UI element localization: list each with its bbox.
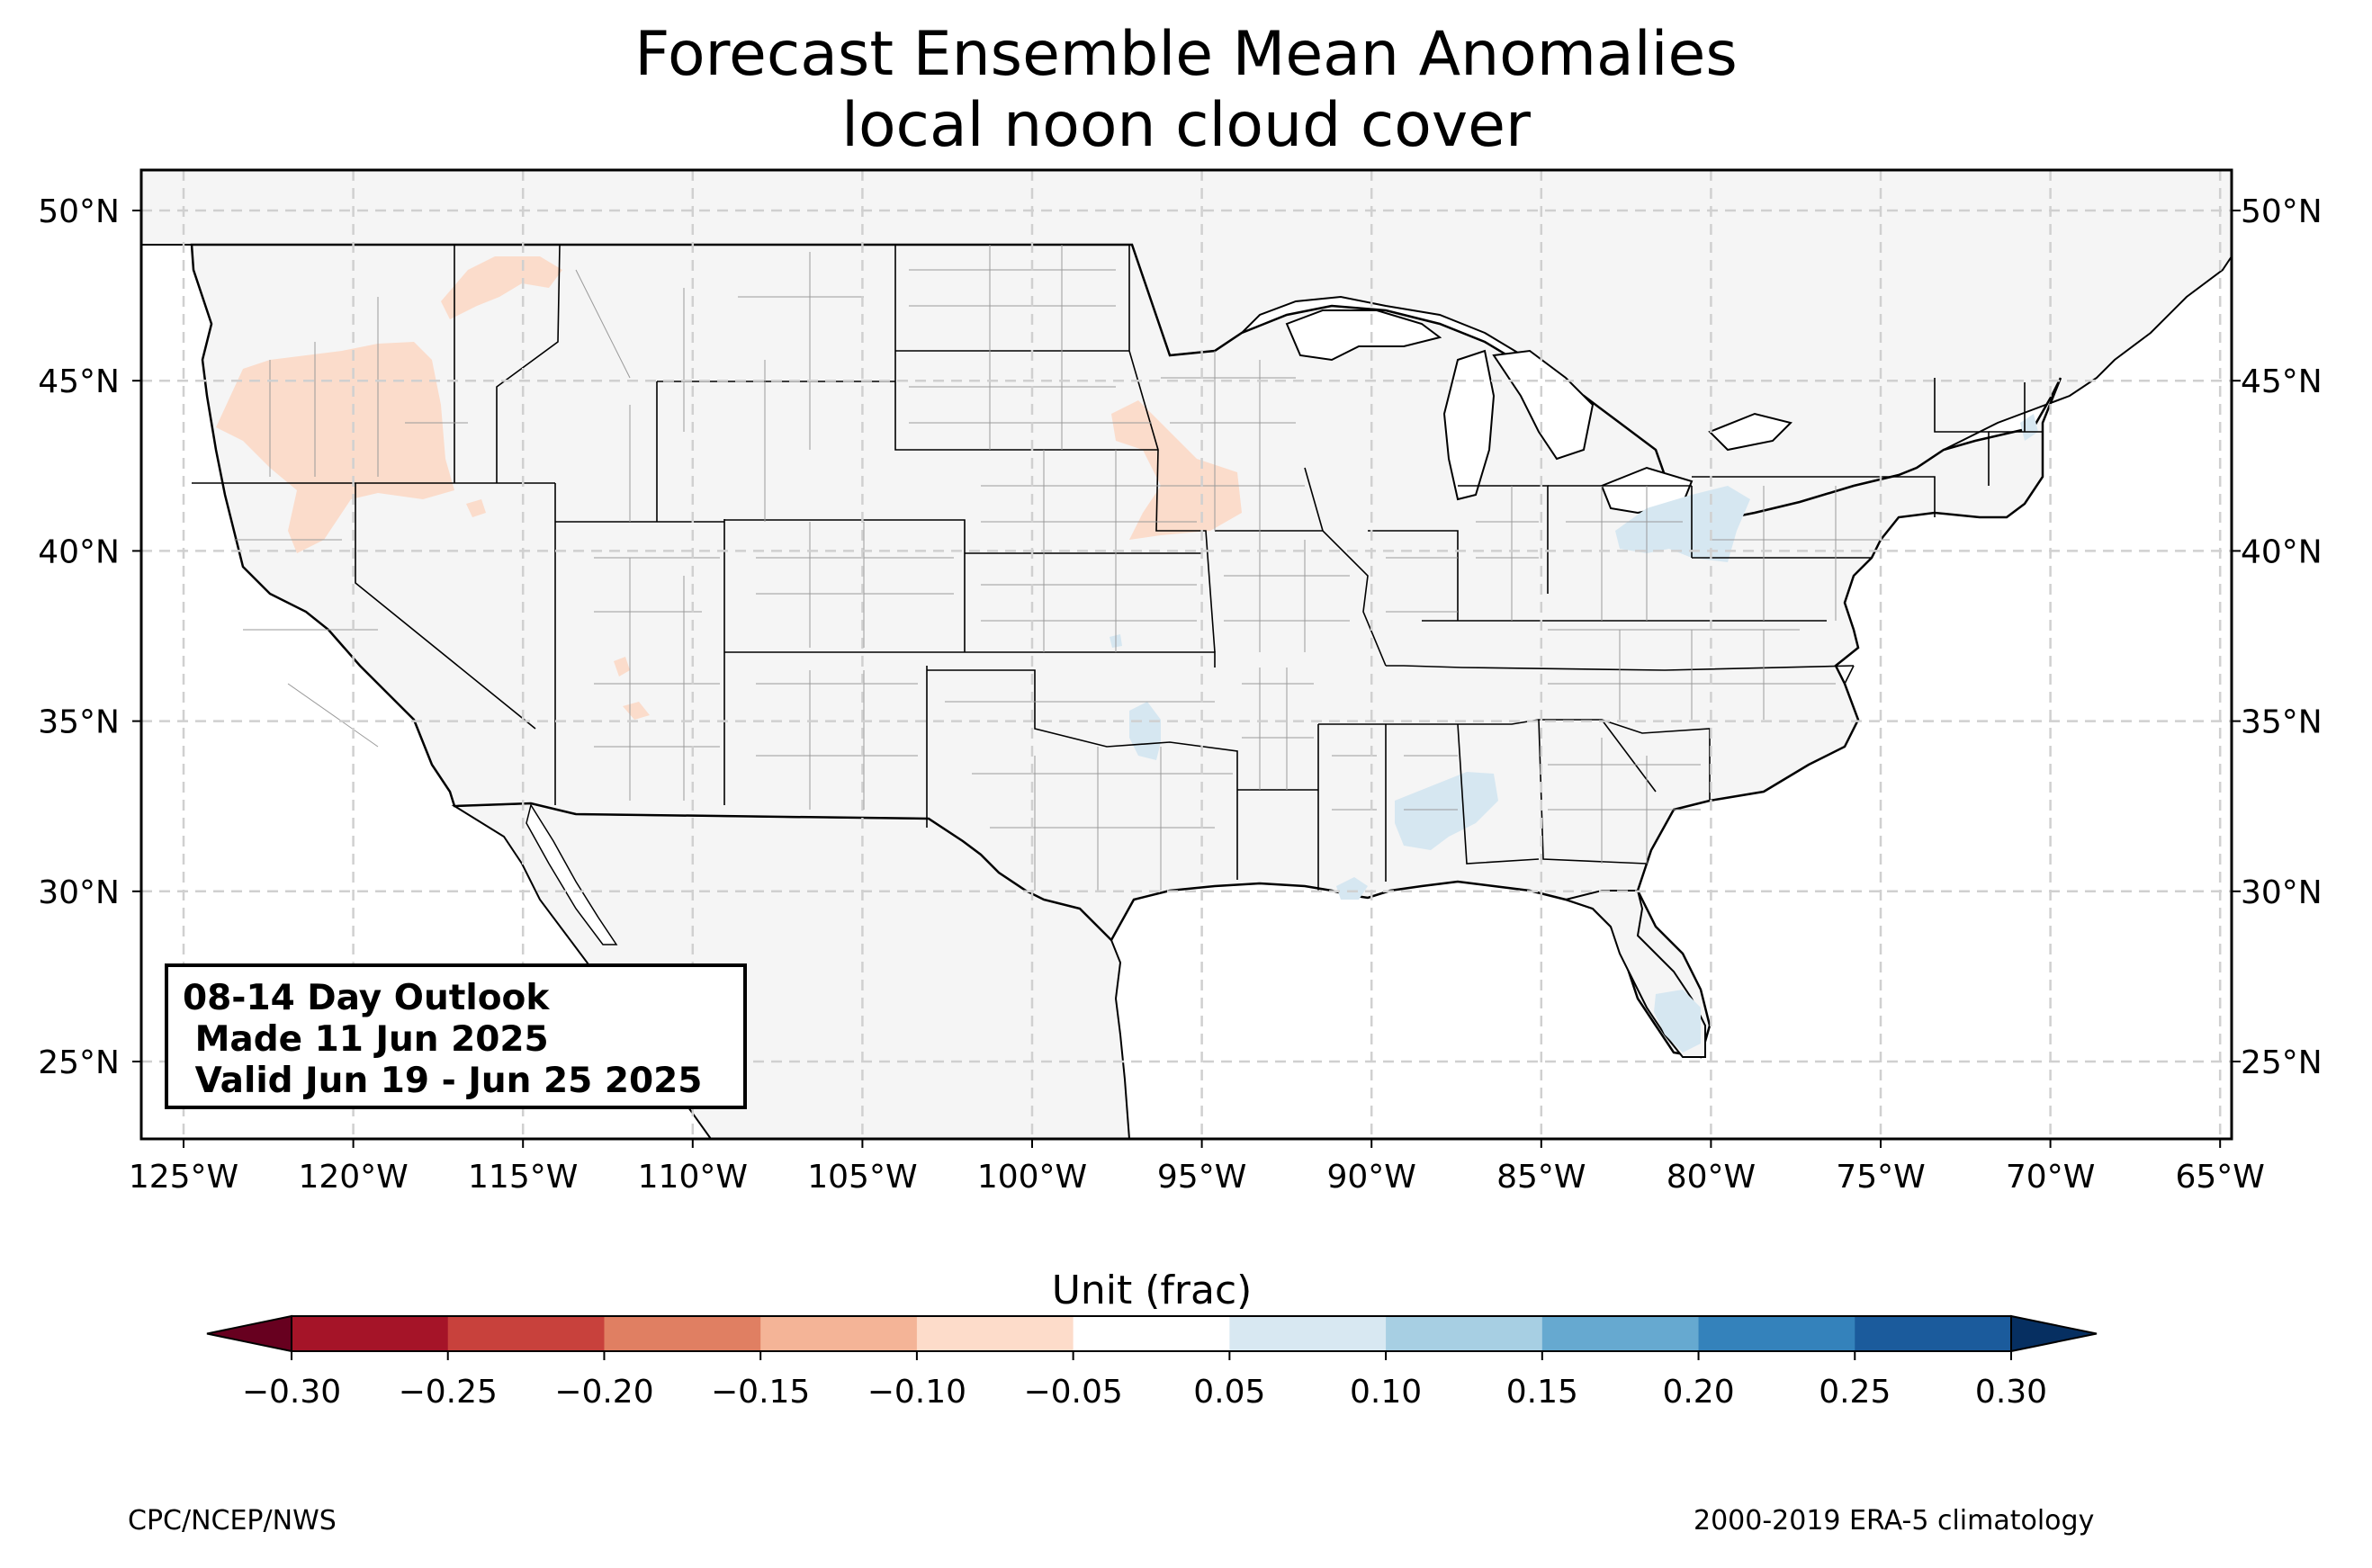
lon-tick-label: 100°W (977, 1159, 1087, 1196)
colorbar-tick-labels: −0.30 −0.25 −0.20 −0.15 −0.10 −0.05 0.05 0.10 0.… (242, 1351, 2047, 1411)
lon-tick-label: 65°W (2175, 1159, 2264, 1196)
lat-tick-label-right: 35°N (2241, 704, 2323, 741)
map-frame (139, 168, 2233, 1141)
anomaly-mississippi-alabama (1395, 772, 1498, 850)
lat-tick-label-left: 25°N (38, 1044, 120, 1081)
lat-tick-label-left: 50°N (38, 193, 120, 230)
anomaly-louisiana (1336, 877, 1368, 900)
lon-tick-labels: 125°W 120°W 115°W 110°W 105°W 100°W 95°W 90°W 85… (129, 1159, 2265, 1196)
colorbar-segment (292, 1316, 449, 1351)
colorbar-segment (1698, 1316, 1855, 1351)
colorbar-segment (916, 1316, 1074, 1351)
chart-title: Forecast Ensemble Mean Anomalies (634, 19, 1738, 90)
lat-tick-label-right: 40°N (2241, 533, 2323, 570)
colorbar-tick-label: −0.05 (1023, 1374, 1122, 1411)
colorbar-segment (1229, 1316, 1387, 1351)
lon-tick-label: 120°W (298, 1159, 408, 1196)
lat-tick-label-left: 30°N (38, 874, 120, 911)
lon-tick-label: 75°W (1836, 1159, 1925, 1196)
colorbar-tick-label: 0.05 (1193, 1374, 1265, 1411)
county-lines (234, 245, 1890, 891)
colorbar-segment (604, 1316, 761, 1351)
lat-tick-labels-left: 50°N 45°N 40°N 35°N 30°N 25°N (38, 193, 120, 1081)
gulf-of-california (526, 803, 618, 945)
colorbar (206, 1314, 2098, 1353)
lon-tick-label: 110°W (638, 1159, 748, 1196)
colorbar-under-arrow (206, 1314, 292, 1353)
lon-tick-label: 80°W (1667, 1159, 1756, 1196)
colorbar-tick-label: 0.30 (1975, 1374, 2047, 1411)
colorbar-outline (291, 1315, 2012, 1352)
lon-tick-label: 95°W (1157, 1159, 1246, 1196)
colorbar-segment (760, 1316, 918, 1351)
lat-tick-label-right: 50°N (2241, 193, 2323, 230)
colorbar-tick-label: 0.25 (1819, 1374, 1891, 1411)
lon-tick-label: 85°W (1496, 1159, 1586, 1196)
outlook-made-date: Made 11 Jun 2025 (183, 1019, 549, 1060)
colorbar-tick-label: 0.15 (1506, 1374, 1578, 1411)
lat-tick-label-right: 25°N (2241, 1044, 2323, 1081)
colorbar-segment (1073, 1316, 1230, 1351)
colorbar-tick-label: −0.30 (242, 1374, 341, 1411)
anomaly-shading (216, 256, 2038, 1053)
footer-source: CPC/NCEP/NWS (128, 1505, 337, 1537)
colorbar-tick-label: 0.20 (1662, 1374, 1734, 1411)
lat-tick-labels-right: 50°N 45°N 40°N 35°N 30°N 25°N (2241, 193, 2323, 1081)
lat-tick-label-left: 35°N (38, 704, 120, 741)
anomaly-idaho-montana (441, 256, 562, 319)
colorbar-tick-label: −0.25 (399, 1374, 498, 1411)
colorbar-tick-label: 0.10 (1350, 1374, 1422, 1411)
outlook-box: 08-14 Day Outlook Made 11 Jun 2025 Valid… (165, 963, 747, 1109)
lat-tick-label-right: 45°N (2241, 363, 2323, 400)
lat-tick-label-right: 30°N (2241, 874, 2323, 911)
lat-tick-label-left: 40°N (38, 533, 120, 570)
chart-subtitle: local noon cloud cover (841, 90, 1531, 161)
lon-tick-label: 90°W (1326, 1159, 1415, 1196)
colorbar-segment (1855, 1316, 2012, 1351)
footer-climatology: 2000-2019 ERA-5 climatology (1694, 1505, 2095, 1537)
colorbar-label: Unit (frac) (1052, 1268, 1253, 1313)
anomaly-oklahoma (1129, 702, 1161, 760)
lon-tick-label: 115°W (468, 1159, 578, 1196)
outlook-valid-range: Valid Jun 19 - Jun 25 2025 (183, 1061, 703, 1101)
lon-tick-marks (183, 1139, 2222, 1148)
anomaly-oregon (216, 342, 454, 553)
colorbar-tick-label: −0.15 (711, 1374, 810, 1411)
anomaly-florida (1654, 990, 1701, 1053)
colorbar-segment (447, 1316, 605, 1351)
lat-tick-label-left: 45°N (38, 363, 120, 400)
outlook-title: 08-14 Day Outlook (183, 978, 550, 1018)
lon-tick-label: 125°W (129, 1159, 238, 1196)
lon-tick-label: 70°W (2006, 1159, 2095, 1196)
colorbar-segment (1386, 1316, 1543, 1351)
anomaly-nevada-small (466, 499, 486, 517)
colorbar-over-arrow (2010, 1314, 2098, 1353)
colorbar-tick-label: −0.10 (867, 1374, 966, 1411)
anomaly-nebraska-iowa (1111, 400, 1242, 540)
colorbar-tick-label: −0.20 (554, 1374, 653, 1411)
lat-tick-marks (132, 210, 2241, 1062)
anomaly-ohio (1615, 486, 1750, 562)
colorbar-segment (1541, 1316, 1700, 1351)
anomaly-arizona-a (614, 657, 630, 676)
lon-tick-label: 105°W (807, 1159, 917, 1196)
